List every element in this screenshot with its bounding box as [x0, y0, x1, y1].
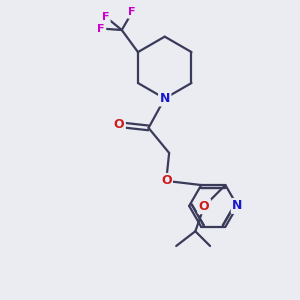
- Text: F: F: [98, 23, 105, 34]
- Text: N: N: [160, 92, 170, 105]
- Text: F: F: [102, 12, 109, 22]
- Text: N: N: [232, 200, 243, 212]
- Text: O: O: [114, 118, 124, 131]
- Text: F: F: [128, 7, 136, 17]
- Text: O: O: [161, 174, 172, 188]
- Text: O: O: [199, 200, 209, 213]
